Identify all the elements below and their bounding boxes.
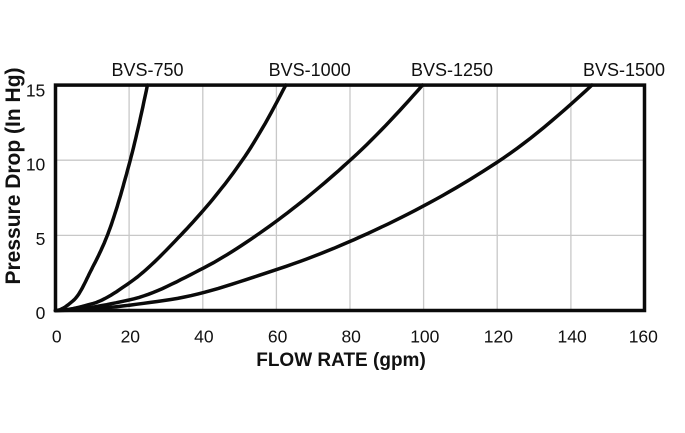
- svg-text:10: 10: [26, 155, 46, 175]
- svg-text:5: 5: [36, 229, 46, 249]
- svg-text:BVS-1250: BVS-1250: [411, 60, 493, 80]
- svg-text:BVS-1500: BVS-1500: [583, 60, 665, 80]
- svg-text:100: 100: [410, 326, 439, 346]
- svg-text:140: 140: [557, 326, 586, 346]
- svg-text:60: 60: [268, 326, 288, 346]
- svg-text:FLOW RATE (gpm): FLOW RATE (gpm): [256, 350, 426, 371]
- svg-text:0: 0: [52, 326, 62, 346]
- svg-text:40: 40: [194, 326, 214, 346]
- svg-text:120: 120: [484, 326, 513, 346]
- svg-text:BVS-750: BVS-750: [111, 60, 183, 80]
- svg-text:80: 80: [341, 326, 361, 346]
- svg-text:20: 20: [121, 326, 141, 346]
- svg-text:15: 15: [26, 81, 45, 101]
- svg-text:Pressure Drop (In Hg): Pressure Drop (In Hg): [2, 67, 25, 284]
- svg-text:160: 160: [629, 326, 658, 346]
- svg-text:0: 0: [36, 303, 46, 323]
- svg-text:BVS-1000: BVS-1000: [269, 60, 351, 80]
